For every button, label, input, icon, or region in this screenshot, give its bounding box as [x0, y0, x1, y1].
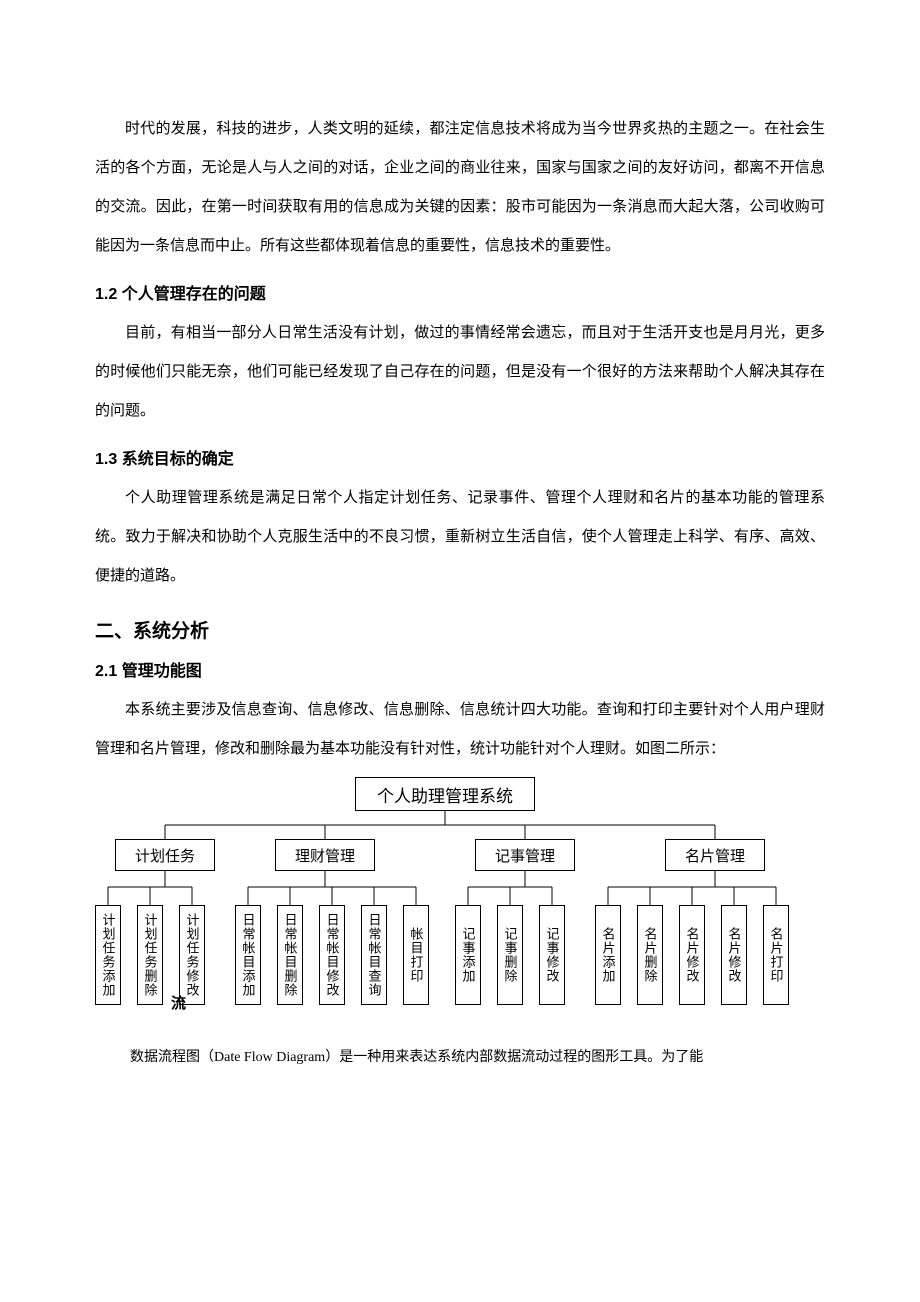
function-tree-diagram: 个人助理管理系统计划任务 理财管理 记事管理 名片管理计划任务添加计划任务删除计划任务…: [95, 777, 825, 1037]
tree-mid-note: 记事管理: [475, 839, 575, 871]
tree-leaf-0: 计划任务添加: [95, 905, 121, 1005]
tree-leaf-11: 名片添加: [595, 905, 621, 1005]
tree-leaf-7: 帐目打印: [403, 905, 429, 1005]
heading-1-2: 1.2 个人管理存在的问题: [95, 280, 825, 304]
tree-leaf-6: 日常帐目查询: [361, 905, 387, 1005]
tree-leaf-8: 记事添加: [455, 905, 481, 1005]
tree-leaf-12: 名片删除: [637, 905, 663, 1005]
tree-leaf-5: 日常帐目修改: [319, 905, 345, 1005]
paragraph-4: 本系统主要涉及信息查询、信息修改、信息删除、信息统计四大功能。查询和打印主要针对…: [95, 691, 825, 769]
paragraph-3: 个人助理管理系统是满足日常个人指定计划任务、记录事件、管理个人理财和名片的基本功…: [95, 479, 825, 596]
tree-mid-finance: 理财管理: [275, 839, 375, 871]
paragraph-1: 时代的发展，科技的进步，人类文明的延续，都注定信息技术将成为当今世界炙热的主题之…: [95, 110, 825, 266]
tree-leaf-3: 日常帐目添加: [235, 905, 261, 1005]
tree-leaf-13: 名片修改: [679, 905, 705, 1005]
heading-1-3: 1.3 系统目标的确定: [95, 445, 825, 469]
tree-leaf-2: 计划任务修改: [179, 905, 205, 1005]
tree-leaf-15: 名片打印: [763, 905, 789, 1005]
tree-mid-card: 名片管理: [665, 839, 765, 871]
dfd-caption: 数据流程图（Date Flow Diagram）是一种用来表达系统内部数据流动过…: [95, 1043, 825, 1074]
tree-leaf-1: 计划任务删除: [137, 905, 163, 1005]
tree-root: 个人助理管理系统: [355, 777, 535, 811]
heading-2: 二、系统分析: [95, 616, 825, 643]
tree-leaf-9: 记事删除: [497, 905, 523, 1005]
tree-leaf-4: 日常帐目删除: [277, 905, 303, 1005]
tree-leaf-10: 记事修改: [539, 905, 565, 1005]
tree-leaf-14: 名片修改: [721, 905, 747, 1005]
heading-2-1: 2.1 管理功能图: [95, 657, 825, 681]
overlay-text-fragment: 流: [171, 992, 186, 1013]
document-page: 时代的发展，科技的进步，人类文明的延续，都注定信息技术将成为当今世界炙热的主题之…: [0, 0, 920, 1134]
paragraph-2: 目前，有相当一部分人日常生活没有计划，做过的事情经常会遗忘，而且对于生活开支也是…: [95, 314, 825, 431]
tree-mid-plan: 计划任务: [115, 839, 215, 871]
